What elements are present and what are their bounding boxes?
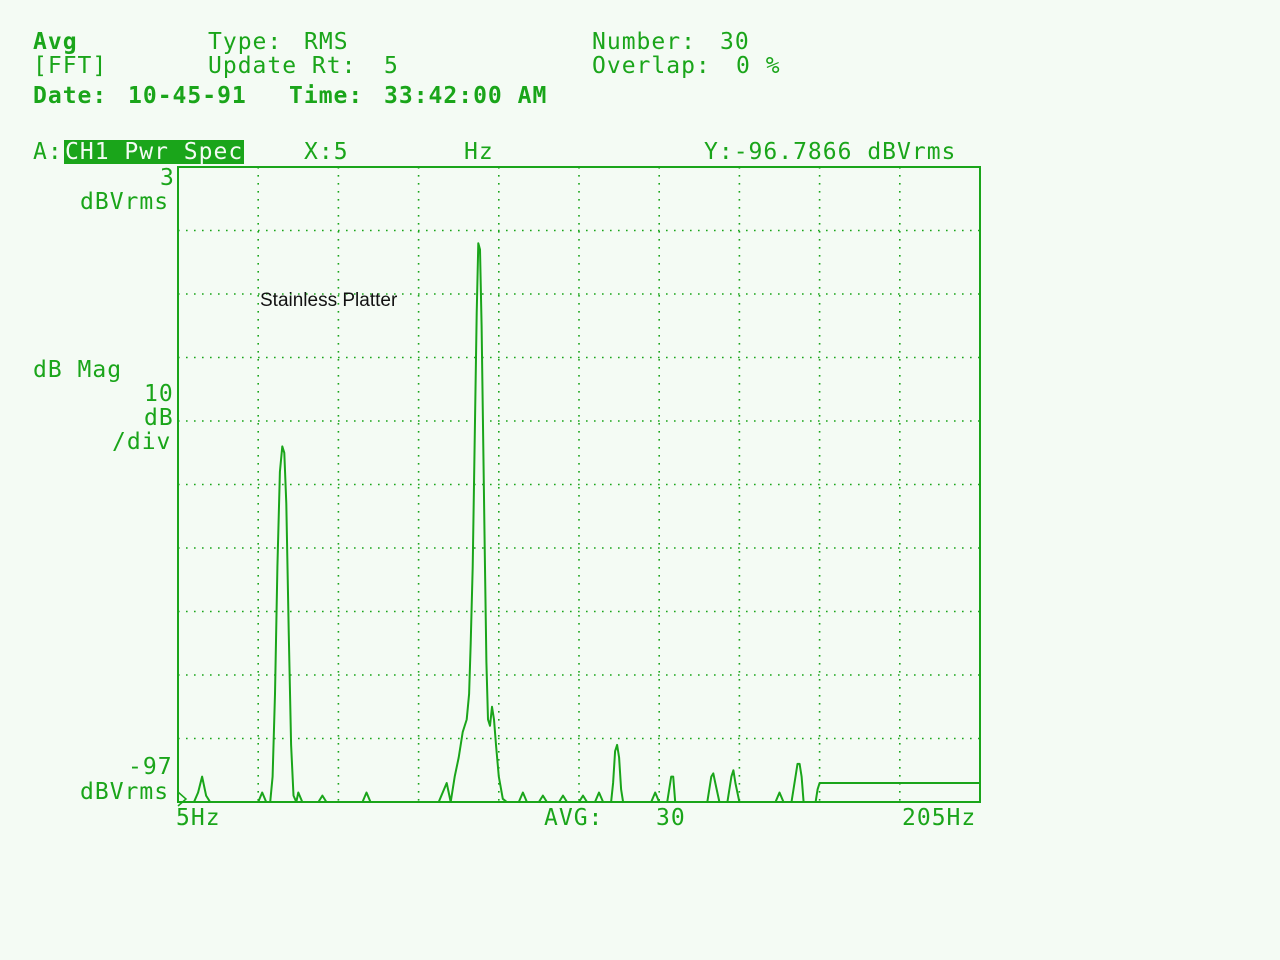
time-label: Time:	[289, 83, 364, 109]
time-value: 33:42:00 AM	[384, 83, 548, 109]
update-rate-value: 5	[384, 53, 399, 79]
marker-icon	[177, 791, 188, 807]
x-readout: X:5	[304, 139, 349, 165]
x-start-label: 5Hz	[176, 805, 221, 831]
spectrum-trace	[178, 242, 980, 803]
avg-value: 30	[656, 805, 686, 831]
number-label: Number:	[592, 29, 696, 55]
y-scale-name: dB Mag	[33, 357, 123, 383]
y-bottom-unit: dBVrms	[80, 779, 170, 805]
plot-grid	[178, 167, 980, 802]
annotation-text: Stainless Platter	[260, 290, 398, 311]
date-label: Date:	[33, 83, 108, 109]
overlap-label: Overlap:	[592, 53, 711, 79]
channel-name[interactable]: CH1 Pwr Spec	[64, 139, 245, 165]
y-scale-value: 10	[144, 381, 174, 407]
avg-label: AVG:	[544, 805, 604, 831]
y-readout: Y:-96.7866 dBVrms	[704, 139, 957, 165]
mode-label: Avg	[33, 29, 78, 55]
y-scale-per: /div	[112, 429, 172, 455]
type-value: RMS	[304, 29, 349, 55]
type-label: Type:	[208, 29, 283, 55]
number-value: 30	[720, 29, 750, 55]
y-bottom-value: -97	[128, 754, 173, 780]
x-unit: Hz	[464, 139, 494, 165]
x-end-label: 205Hz	[902, 805, 977, 831]
update-rate-label: Update Rt:	[208, 53, 357, 79]
overlap-value: 0 %	[736, 53, 781, 79]
date-value: 10-45-91	[128, 83, 247, 109]
y-top-unit: dBVrms	[80, 189, 170, 215]
y-scale-unit: dB	[144, 405, 174, 431]
channel-prefix: A:	[33, 139, 63, 165]
mode2-label: [FFT]	[33, 53, 108, 79]
y-top-value: 3	[160, 165, 175, 191]
